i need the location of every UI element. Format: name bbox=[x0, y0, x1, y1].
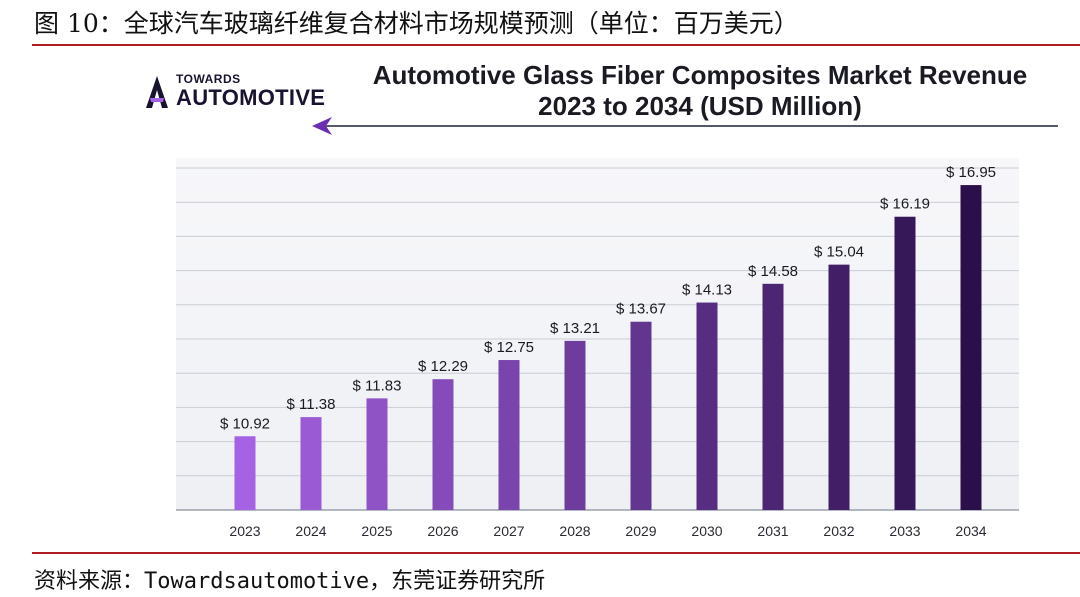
chart-title: Automotive Glass Fiber Composites Market… bbox=[372, 60, 1028, 90]
bar-2024 bbox=[300, 417, 322, 510]
bar-2025 bbox=[366, 398, 388, 510]
towards-automotive-logo: TOWARDS AUTOMOTIVE bbox=[140, 70, 325, 114]
value-label-2024: $ 11.38 bbox=[287, 396, 336, 413]
chart-title-block: Automotive Glass Fiber Composites Market… bbox=[340, 60, 1060, 122]
value-label-2029: $ 13.67 bbox=[616, 301, 666, 318]
figure-title: 图 10：全球汽车玻璃纤维复合材料市场规模预测（单位：百万美元） bbox=[34, 9, 799, 38]
x-tick-label-2031: 2031 bbox=[757, 523, 788, 539]
bar-2032 bbox=[828, 264, 850, 510]
bar-2028 bbox=[564, 340, 586, 510]
value-label-2031: $ 14.58 bbox=[748, 263, 798, 280]
value-label-2026: $ 12.29 bbox=[418, 358, 468, 375]
x-tick-label-2030: 2030 bbox=[691, 523, 722, 539]
bar-2029 bbox=[630, 321, 652, 510]
logo-line1: TOWARDS bbox=[176, 72, 241, 86]
chart-subtitle: 2023 to 2034 (USD Million) bbox=[538, 91, 862, 121]
x-tick-label-2034: 2034 bbox=[955, 523, 986, 539]
value-label-2025: $ 11.83 bbox=[353, 377, 402, 394]
bar-2033 bbox=[894, 216, 916, 511]
x-tick-label-2032: 2032 bbox=[823, 523, 854, 539]
logo-line2: AUTOMOTIVE bbox=[176, 85, 326, 110]
x-tick-label-2024: 2024 bbox=[295, 523, 326, 539]
value-label-2023: $ 10.92 bbox=[220, 415, 270, 432]
value-label-2032: $ 15.04 bbox=[814, 244, 864, 261]
bar-2031 bbox=[762, 283, 784, 510]
x-tick-label-2028: 2028 bbox=[559, 523, 590, 539]
value-label-2028: $ 13.21 bbox=[550, 320, 600, 337]
bar-2030 bbox=[696, 302, 718, 510]
bottom-rule bbox=[32, 552, 1080, 554]
value-label-2033: $ 16.19 bbox=[880, 196, 930, 213]
x-tick-label-2025: 2025 bbox=[361, 523, 392, 539]
value-label-2030: $ 14.13 bbox=[682, 282, 732, 299]
x-tick-label-2027: 2027 bbox=[493, 523, 524, 539]
x-tick-label-2033: 2033 bbox=[889, 523, 920, 539]
logo-mark-icon bbox=[146, 76, 168, 108]
bar-2034 bbox=[960, 185, 982, 511]
source-note: 资料来源：Towardsautomotive，东莞证券研究所 bbox=[34, 569, 546, 594]
bar-2026 bbox=[432, 379, 454, 510]
left-arrow-icon bbox=[312, 117, 1058, 135]
x-tick-label-2029: 2029 bbox=[625, 523, 656, 539]
top-rule bbox=[32, 44, 1080, 46]
value-label-2027: $ 12.75 bbox=[484, 339, 534, 356]
bar-2027 bbox=[498, 360, 520, 510]
value-label-2034: $ 16.95 bbox=[946, 164, 996, 181]
x-tick-label-2026: 2026 bbox=[427, 523, 458, 539]
bar-2023 bbox=[234, 436, 256, 510]
x-tick-label-2023: 2023 bbox=[229, 523, 260, 539]
